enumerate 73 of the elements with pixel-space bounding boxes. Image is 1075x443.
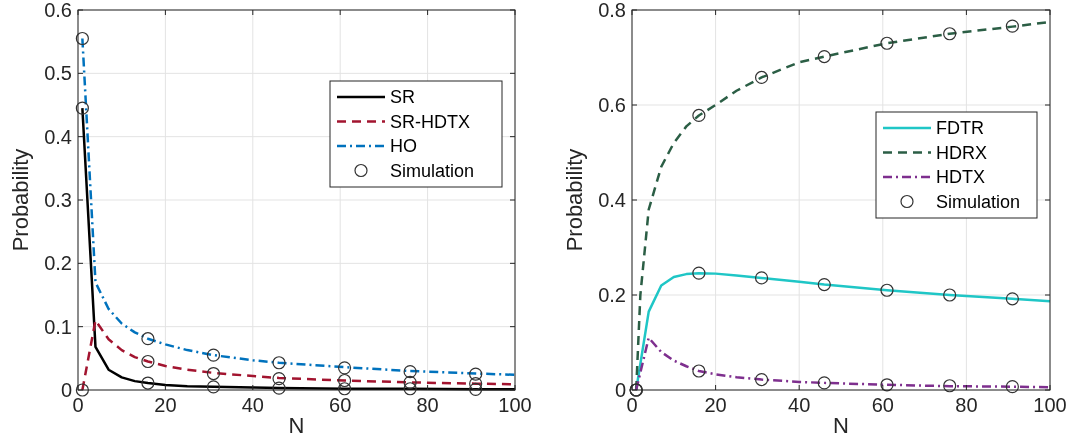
point [754, 372, 769, 387]
y-tick-label: 0.1 [44, 315, 72, 338]
point [75, 31, 89, 46]
x-tick-label: 60 [871, 394, 894, 416]
point [206, 380, 221, 394]
point [403, 382, 417, 396]
point [817, 277, 831, 292]
point [272, 372, 286, 386]
point [754, 271, 769, 285]
point [337, 382, 352, 396]
x-axis-title: N [288, 413, 305, 438]
point [141, 332, 155, 346]
y-tick-label: 0 [614, 379, 626, 401]
point [206, 366, 221, 381]
y-tick-label: 0 [60, 379, 72, 401]
point [880, 36, 894, 50]
legend-label: SR [390, 87, 416, 108]
x-tick-label: 40 [241, 394, 264, 416]
point [337, 373, 352, 388]
point [337, 361, 352, 375]
point [943, 379, 957, 393]
y-tick-label: 0.2 [44, 252, 72, 275]
y-axis-title: Probability [562, 148, 587, 252]
x-tick-label: 20 [154, 394, 177, 416]
x-tick-label: 100 [498, 394, 532, 416]
point [469, 367, 483, 381]
legend-label: SR-HDTX [390, 111, 470, 132]
x-axis-title: N [833, 413, 849, 438]
y-tick-label: 0.8 [598, 0, 626, 21]
point [943, 288, 957, 302]
legend-label: Simulation [936, 191, 1021, 212]
point [469, 377, 483, 391]
legend-label: Simulation [390, 160, 475, 181]
x-tick-label: 20 [704, 394, 727, 416]
y-tick-label: 0.6 [44, 0, 72, 21]
point [141, 354, 155, 369]
point [469, 382, 483, 396]
point [75, 101, 89, 115]
x-tick-label: 80 [416, 394, 439, 416]
point [403, 375, 417, 389]
point [692, 364, 706, 378]
point [880, 378, 894, 392]
y-tick-label: 0.4 [44, 125, 72, 148]
legend-label: HO [390, 136, 417, 157]
y-tick-label: 0.3 [44, 189, 72, 211]
x-tick-label: 40 [788, 394, 811, 416]
y-tick-label: 0.4 [598, 189, 626, 211]
point [1005, 19, 1019, 33]
x-tick-label: 100 [1033, 394, 1067, 416]
y-axis-title: Probability [8, 148, 33, 252]
legend-label: HDRX [936, 142, 988, 163]
x-tick-label: 80 [955, 394, 978, 416]
point [272, 381, 286, 395]
y-tick-label: 0.5 [44, 62, 72, 85]
point [141, 376, 155, 390]
point [754, 70, 769, 85]
point [1005, 292, 1019, 306]
y-tick-label: 0.2 [598, 284, 626, 306]
point [817, 376, 831, 390]
point [206, 348, 221, 362]
point [692, 108, 706, 123]
y-tick-label: 0.6 [598, 94, 626, 116]
point [272, 356, 286, 370]
point [1005, 380, 1019, 394]
legend-label: HDTX [936, 167, 985, 188]
legend-label: FDTR [936, 118, 984, 139]
point [880, 283, 894, 297]
point [817, 49, 831, 64]
point [943, 27, 957, 41]
point [692, 266, 706, 280]
x-tick-label: 60 [329, 394, 352, 416]
point [403, 365, 417, 379]
point [75, 383, 89, 397]
